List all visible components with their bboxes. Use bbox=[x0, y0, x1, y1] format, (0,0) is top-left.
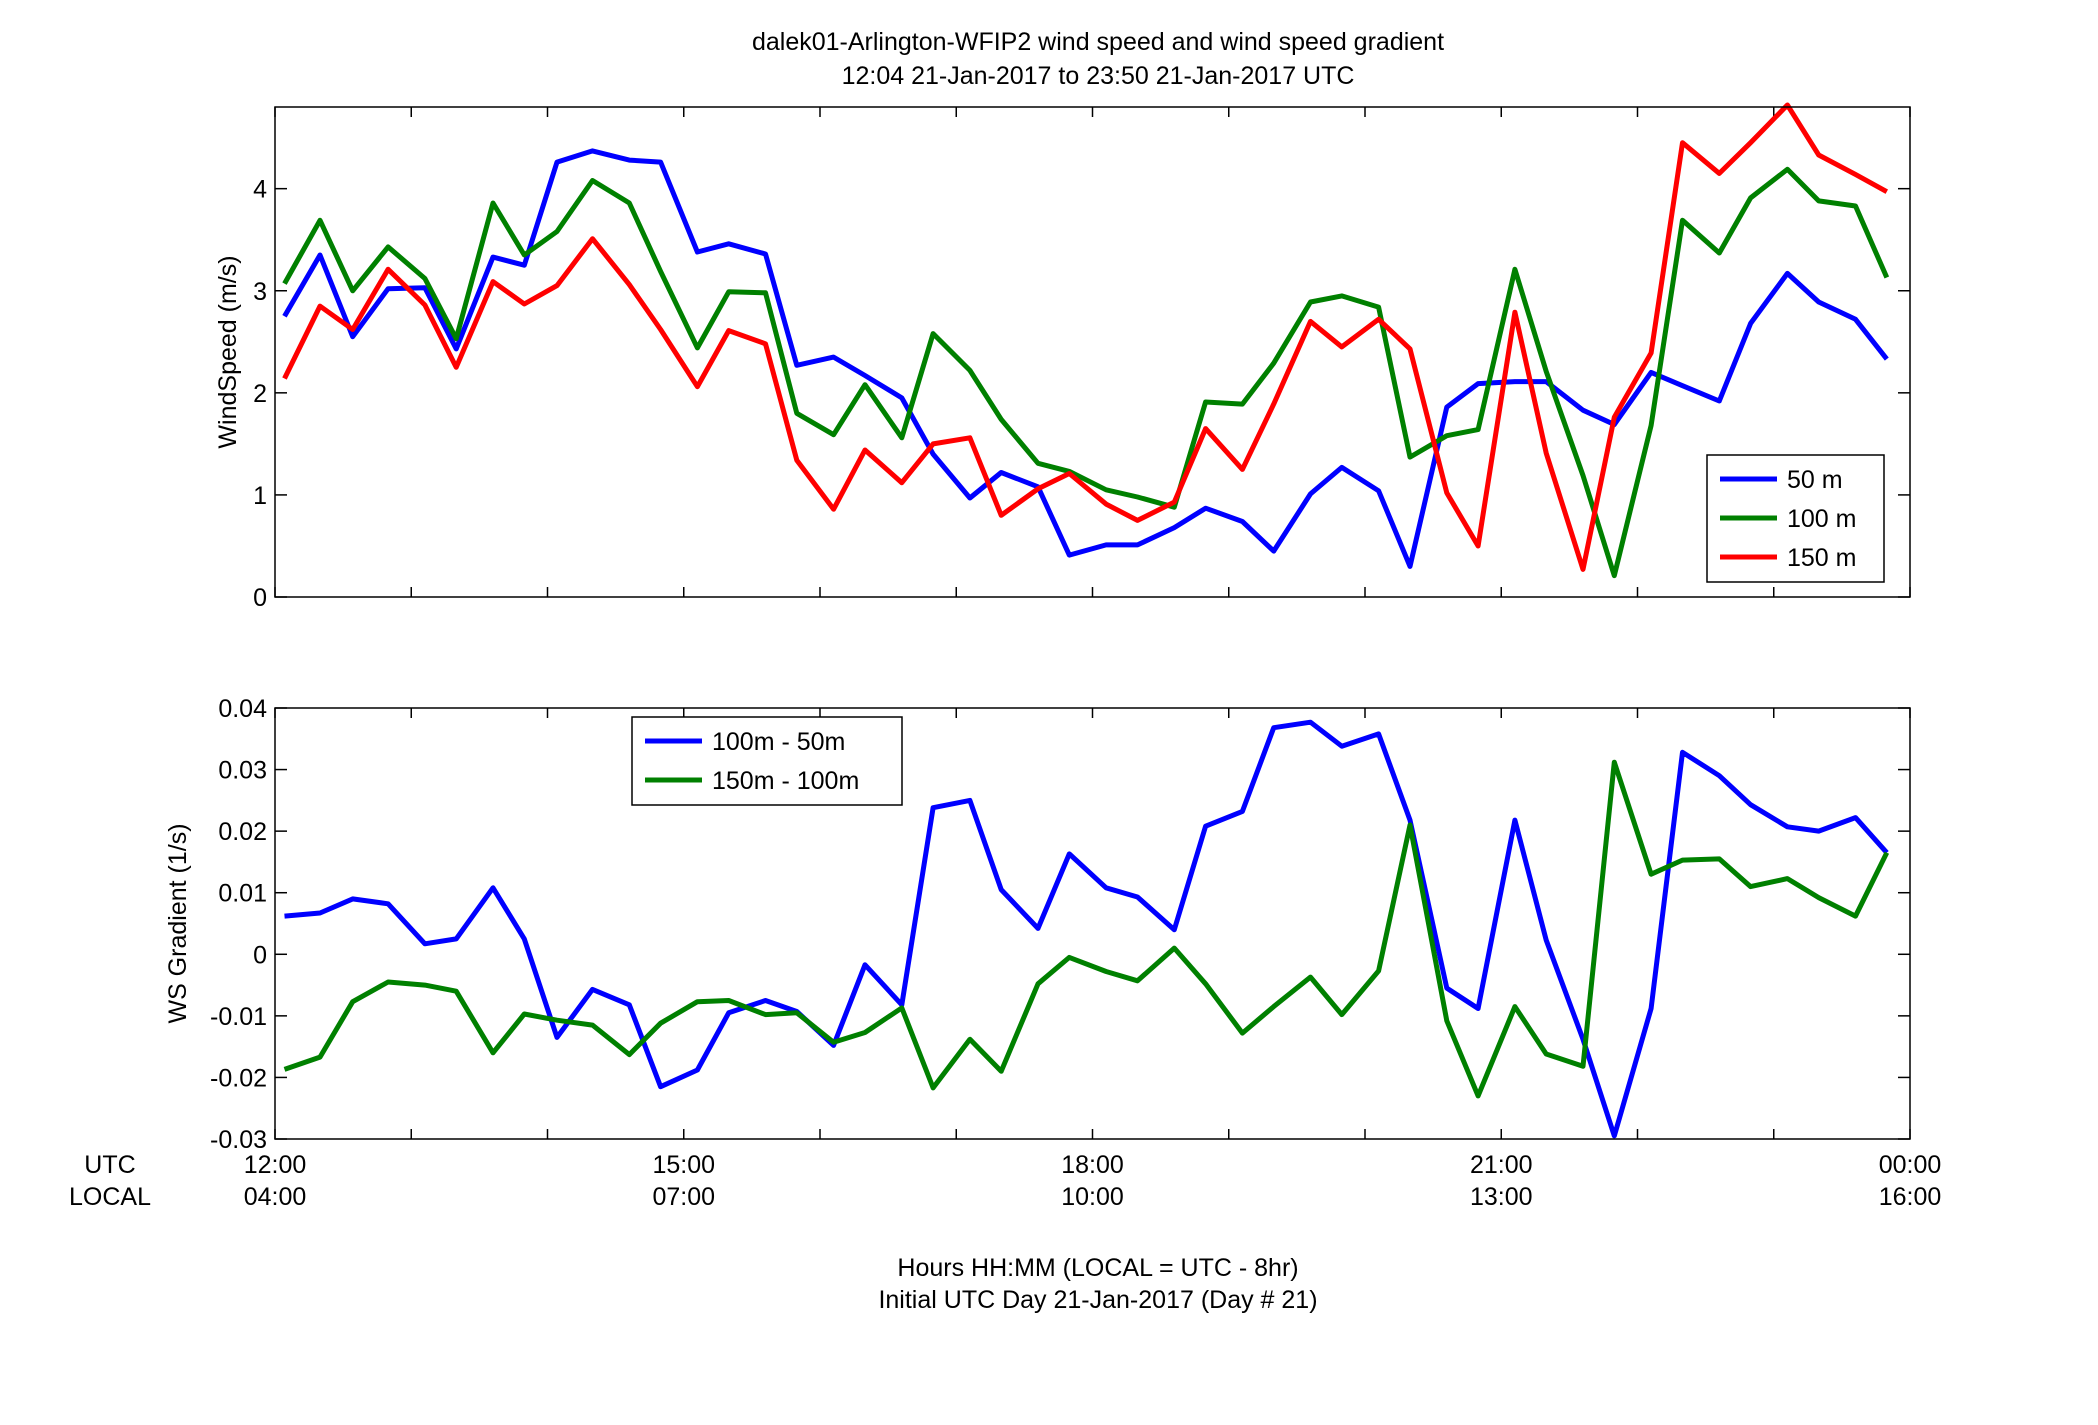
legend-box bbox=[631, 716, 903, 806]
series-line-100m bbox=[282, 166, 1890, 579]
y-tick-label: -0.03 bbox=[210, 1126, 267, 1154]
y-tick-label: 0.03 bbox=[218, 757, 267, 785]
y-tick-label: -0.01 bbox=[210, 1003, 267, 1031]
figure-title-line2: 12:04 21-Jan-2017 to 23:50 21-Jan-2017 U… bbox=[842, 62, 1355, 90]
legend-label: 150 m bbox=[1787, 544, 1856, 572]
gradient-legend: 100m - 50m 150m - 100m bbox=[631, 716, 903, 806]
y-tick-label: 2 bbox=[253, 380, 267, 408]
gradient-series bbox=[283, 719, 1890, 1139]
utc-tick-label: 21:00 bbox=[1470, 1151, 1533, 1179]
series-line-150m-100m bbox=[283, 759, 1890, 1099]
wind-speed-axes-frame bbox=[274, 106, 1911, 598]
gradient-ticks bbox=[274, 707, 1911, 1140]
gradient-panel: -0.03 -0.02 -0.01 0 0.01 0.02 0.03 0.04 WS Grad… bbox=[164, 695, 1911, 1154]
y-tick-label: -0.02 bbox=[210, 1064, 267, 1092]
y-tick-label: 0.01 bbox=[218, 880, 267, 908]
wind-speed-ylabel: WindSpeed (m/s) bbox=[214, 255, 242, 448]
y-tick-label: 0 bbox=[253, 584, 267, 612]
x-axis-label-line2: Initial UTC Day 21-Jan-2017 (Day # 21) bbox=[878, 1286, 1317, 1314]
utc-tick-label: 12:00 bbox=[244, 1151, 307, 1179]
y-tick-label: 0.02 bbox=[218, 818, 267, 846]
gradient-ylabel: WS Gradient (1/s) bbox=[164, 823, 192, 1023]
utc-tick-label: 15:00 bbox=[652, 1151, 715, 1179]
local-tick-label: 16:00 bbox=[1879, 1183, 1942, 1211]
wind-speed-series bbox=[282, 102, 1890, 579]
wind-speed-ytick-labels: 0 1 2 3 4 bbox=[253, 176, 267, 612]
wind-speed-legend: 50 m 100 m 150 m bbox=[1706, 454, 1885, 583]
gradient-axes-frame bbox=[274, 707, 1911, 1140]
x-tick-labels: 12:00 04:00 15:00 07:00 18:00 10:00 21:00 13:00… bbox=[244, 1151, 1942, 1211]
local-tick-label: 10:00 bbox=[1061, 1183, 1124, 1211]
y-tick-label: 0.04 bbox=[218, 695, 267, 723]
legend-label: 150m - 100m bbox=[712, 767, 859, 795]
y-tick-label: 1 bbox=[253, 482, 267, 510]
y-tick-label: 4 bbox=[253, 176, 267, 204]
utc-tick-label: 18:00 bbox=[1061, 1151, 1124, 1179]
local-tick-label: 13:00 bbox=[1470, 1183, 1533, 1211]
series-line-150m bbox=[282, 102, 1889, 572]
legend-label: 100m - 50m bbox=[712, 728, 845, 756]
local-tick-label: 04:00 bbox=[244, 1183, 307, 1211]
utc-tick-label: 00:00 bbox=[1879, 1151, 1942, 1179]
utc-row-label: UTC bbox=[84, 1151, 135, 1179]
figure-title-line1: dalek01-Arlington-WFIP2 wind speed and w… bbox=[752, 28, 1444, 56]
series-line-100m-50m bbox=[284, 719, 1889, 1139]
gradient-ytick-labels: -0.03 -0.02 -0.01 0 0.01 0.02 0.03 0.04 bbox=[210, 695, 267, 1154]
local-row-label: LOCAL bbox=[69, 1183, 151, 1211]
series-line-50m bbox=[282, 148, 1889, 569]
local-tick-label: 07:00 bbox=[652, 1183, 715, 1211]
legend-label: 50 m bbox=[1787, 466, 1843, 494]
y-tick-label: 3 bbox=[253, 278, 267, 306]
x-axis-label-line1: Hours HH:MM (LOCAL = UTC - 8hr) bbox=[897, 1254, 1298, 1282]
legend-label: 100 m bbox=[1787, 505, 1856, 533]
wind-speed-panel: 0 1 2 3 4 WindSpeed (m/s) 50 m 100 m 150 m bbox=[214, 102, 1911, 612]
y-tick-label: 0 bbox=[253, 941, 267, 969]
